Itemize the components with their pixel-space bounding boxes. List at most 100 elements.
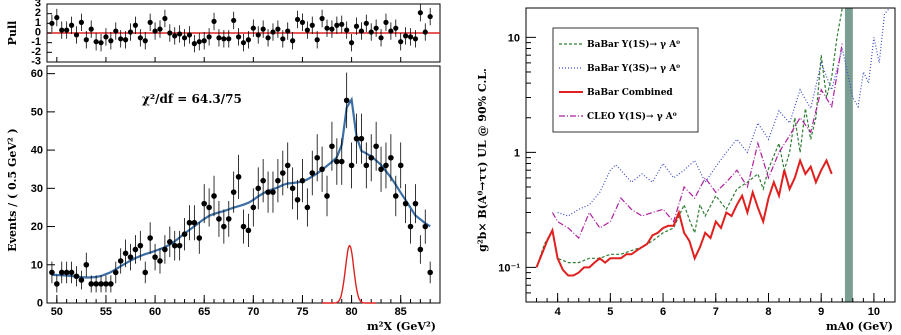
data-point [309,170,316,176]
pull-point [363,20,369,26]
pull-point [393,25,399,31]
pull-point [172,33,178,39]
data-point [383,162,389,169]
pull-point [403,33,409,39]
pull-point [427,13,433,20]
pull-point [68,22,75,28]
pull-point [319,15,325,22]
pull-point [329,26,335,32]
pull-point [265,35,271,41]
pull-point [412,36,419,42]
pull-point [191,41,197,47]
pull-point [59,27,65,33]
right-xtick-label: 6 [660,306,666,318]
pull-point [118,36,124,42]
pull-point [358,28,364,34]
pull-point [235,34,242,40]
data-point [392,193,399,199]
data-point [137,242,144,249]
data-point [373,143,379,150]
pull-point [240,40,247,46]
pull-point [93,39,99,45]
data-point [427,269,433,276]
pull-point [88,26,94,32]
main-xtick-label: 85 [395,306,407,318]
main-xtick-label: 60 [149,306,161,318]
right-xtick-label: 10 [868,306,880,318]
data-point [240,223,247,230]
excluded-band [844,8,853,302]
data-point [88,281,95,287]
pull-point [127,29,134,35]
pull-point [407,34,414,40]
pull-point [255,32,261,38]
right-ytick-label: 1 [514,147,520,159]
legend-label: CLEO Υ(1S)→ γ A⁰ [587,111,677,122]
limit-curve [551,42,843,240]
main-xlabel: m²X (GeV²) [367,320,436,333]
data-point [397,162,404,169]
data-point [78,277,85,283]
pull-ytick-label: -2 [31,46,41,58]
data-point [63,269,70,276]
right-xtick-label: 8 [765,306,771,318]
pull-point [344,27,350,33]
data-point [122,250,129,257]
pull-point [275,26,281,32]
pull-point [211,18,217,24]
pull-point [123,37,129,43]
pull-point [339,21,345,27]
pull-point [417,10,423,16]
data-point [49,269,55,276]
legend-box [552,27,699,133]
pull-point [290,38,296,44]
pull-point [181,35,188,41]
pull-point [167,30,173,36]
pull-ytick-label: -1 [31,36,41,48]
data-point [275,177,281,184]
main-ylabel: Events / ( 0.5 GeV² ) [6,128,19,252]
pull-ytick-label: 0 [35,27,41,39]
pull-point [103,34,109,40]
data-point [353,135,360,142]
main-ytick-label: 10 [31,259,43,271]
main-ytick-label: 30 [31,183,43,195]
data-point [176,242,183,249]
pull-point [368,29,374,35]
data-point [235,174,242,180]
data-point [196,235,203,241]
pull-point [54,14,60,21]
data-point [338,158,345,165]
data-point [83,261,90,268]
data-point [186,219,193,226]
main-ytick-label: 50 [31,106,43,118]
fit-curve [51,96,431,279]
pull-point [304,27,310,33]
pull-point [142,38,148,44]
data-point [103,281,109,287]
pull-point [309,22,315,28]
data-point [73,273,80,280]
data-point [250,204,257,211]
pull-point [231,17,237,24]
pull-point [108,38,114,44]
data-point [334,158,340,165]
data-point [225,216,232,222]
data-point [117,258,124,264]
right-xtick-label: 9 [818,306,824,318]
pull-point [398,39,404,45]
right-ylabel: g²b× B(A⁰→ττ) UL @ 90% C.L. [476,68,489,252]
data-point [112,269,119,276]
data-point [147,235,153,241]
signal-curve [322,244,377,304]
chi2-annotation: χ²/df = 64.3/75 [142,92,242,106]
pull-point [78,19,84,25]
data-point [206,204,212,211]
main-xtick-label: 50 [51,306,63,318]
pull-point [294,16,301,23]
data-point [167,239,173,245]
pull-point [422,29,428,35]
right-xtick-label: 7 [713,306,719,318]
pull-point [83,37,89,43]
